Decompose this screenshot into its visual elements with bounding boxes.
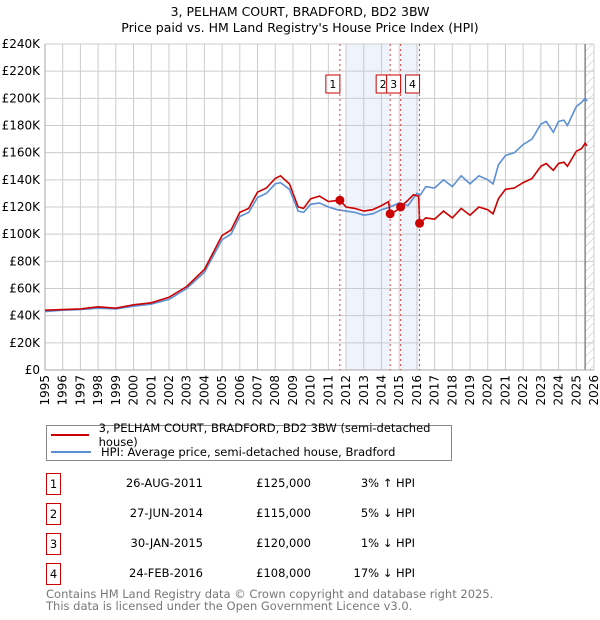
x-tick-label: 2015 xyxy=(392,375,406,406)
x-tick-label: 2004 xyxy=(197,375,211,406)
x-tick-label: 2020 xyxy=(481,375,495,406)
sale-date: 27-JUN-2014 xyxy=(129,506,203,520)
sale-hpi-diff: 1% ↓ HPI xyxy=(360,536,415,550)
footer: Contains HM Land Registry data © Crown c… xyxy=(46,587,494,613)
table-row: 3 30-JAN-2015 £120,000 1% ↓ HPI xyxy=(46,533,446,555)
sale-date: 24-FEB-2016 xyxy=(129,566,203,580)
legend-item-hpi: HPI: Average price, semi-detached house,… xyxy=(51,444,395,460)
table-row: 4 24-FEB-2016 £108,000 17% ↓ HPI xyxy=(46,563,446,585)
sale-point xyxy=(396,202,406,212)
y-tick-label: £220K xyxy=(2,64,42,78)
sale-marker-label: 2 xyxy=(380,78,387,91)
sale-marker-label: 1 xyxy=(329,78,336,91)
legend-swatch-property xyxy=(51,434,89,436)
x-tick-label: 1999 xyxy=(109,375,123,406)
y-tick-label: £80K xyxy=(9,254,41,268)
sale-number: 3 xyxy=(46,533,61,555)
x-tick-label: 2000 xyxy=(127,375,141,406)
sale-price: £115,000 xyxy=(256,506,311,520)
sale-marker-box xyxy=(325,74,341,94)
y-tick-label: £180K xyxy=(2,119,42,133)
price-chart: 3, PELHAM COURT, BRADFORD, BD2 3BW Price… xyxy=(2,4,600,406)
y-tick-label: £200K xyxy=(2,91,42,105)
x-tick-label: 2025 xyxy=(569,375,583,406)
x-tick-label: 2001 xyxy=(144,375,158,406)
x-tick-label: 1998 xyxy=(91,375,105,406)
table-row: 1 26-AUG-2011 £125,000 3% ↑ HPI xyxy=(46,473,446,495)
x-tick-label: 2018 xyxy=(445,375,459,406)
legend-label-property: 3, PELHAM COURT, BRADFORD, BD2 3BW (semi… xyxy=(98,421,431,449)
x-tick-label: 2022 xyxy=(516,375,530,406)
sale-hpi-diff: 17% ↓ HPI xyxy=(353,566,415,580)
x-tick-label: 1997 xyxy=(73,375,87,406)
sale-number: 1 xyxy=(46,473,61,495)
y-tick-label: £100K xyxy=(2,227,42,241)
legend-swatch-hpi xyxy=(51,451,91,453)
x-tick-label: 2019 xyxy=(463,375,477,406)
y-tick-label: £140K xyxy=(2,173,42,187)
sale-point xyxy=(415,218,425,228)
x-tick-label: 1996 xyxy=(56,375,70,406)
x-tick-label: 2024 xyxy=(552,375,566,406)
sale-hpi-diff: 3% ↑ HPI xyxy=(360,476,415,490)
y-tick-label: £160K xyxy=(2,146,42,160)
y-tick-label: £20K xyxy=(9,336,41,350)
x-tick-label: 2026 xyxy=(587,375,600,406)
legend: 3, PELHAM COURT, BRADFORD, BD2 3BW (semi… xyxy=(46,421,452,461)
y-tick-label: £40K xyxy=(9,309,41,323)
sale-number: 2 xyxy=(46,503,61,525)
y-tick-label: £0 xyxy=(25,363,40,377)
legend-label-hpi: HPI: Average price, semi-detached house,… xyxy=(101,445,396,459)
property-price-line xyxy=(44,141,588,311)
x-tick-label: 2003 xyxy=(180,375,194,406)
x-tick-label: 2009 xyxy=(286,375,300,406)
sale-price: £108,000 xyxy=(256,566,311,580)
chart-title: 3, PELHAM COURT, BRADFORD, BD2 3BW xyxy=(171,4,430,19)
x-tick-label: 2017 xyxy=(428,375,442,406)
x-tick-label: 2005 xyxy=(215,375,229,406)
sale-point xyxy=(335,195,345,205)
sale-date: 30-JAN-2015 xyxy=(130,536,204,550)
y-tick-label: £60K xyxy=(9,282,41,296)
x-tick-label: 2012 xyxy=(339,375,353,406)
x-tick-label: 2007 xyxy=(251,375,265,406)
footer-licence: This data is licensed under the Open Gov… xyxy=(46,598,413,613)
sale-hpi-diff: 5% ↓ HPI xyxy=(360,506,415,520)
sale-marker-label: 3 xyxy=(390,78,397,91)
x-tick-label: 2016 xyxy=(410,375,424,406)
sale-marker-box xyxy=(405,74,421,94)
legend-item-property: 3, PELHAM COURT, BRADFORD, BD2 3BW (semi… xyxy=(51,421,451,449)
sale-date: 26-AUG-2011 xyxy=(125,476,203,490)
x-tick-label: 2021 xyxy=(498,375,512,406)
x-tick-label: 2008 xyxy=(268,375,282,406)
chart-subtitle: Price paid vs. HM Land Registry's House … xyxy=(121,20,478,35)
x-tick-label: 2013 xyxy=(357,375,371,406)
footer-copyright: Contains HM Land Registry data © Crown c… xyxy=(46,587,494,601)
x-tick-label: 2023 xyxy=(534,375,548,406)
x-tick-label: 2010 xyxy=(304,375,318,406)
table-row: 2 27-JUN-2014 £115,000 5% ↓ HPI xyxy=(46,503,446,525)
hpi-line xyxy=(44,96,588,313)
x-tick-label: 2002 xyxy=(162,375,176,406)
x-tick-label: 2011 xyxy=(321,375,335,406)
sale-price: £125,000 xyxy=(256,476,311,490)
sale-number: 4 xyxy=(46,563,61,585)
sale-point xyxy=(385,209,395,219)
x-tick-label: 2014 xyxy=(374,375,388,406)
x-tick-label: 1995 xyxy=(38,375,52,406)
sale-price: £120,000 xyxy=(256,536,311,550)
sale-marker-label: 4 xyxy=(409,78,416,91)
y-tick-label: £120K xyxy=(2,200,42,214)
x-tick-label: 2006 xyxy=(233,375,247,406)
y-tick-label: £240K xyxy=(2,37,42,51)
sale-marker-box xyxy=(386,74,402,94)
